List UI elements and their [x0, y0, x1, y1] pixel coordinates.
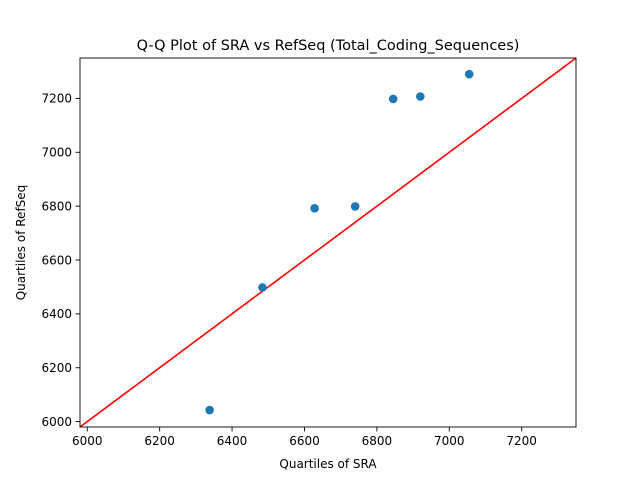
data-point-1	[205, 405, 214, 415]
y-tick-label: 7200	[41, 92, 72, 106]
x-tick-label: 6200	[144, 434, 175, 448]
data-point-5	[388, 94, 398, 104]
y-axis-label: Quartiles of RefSeq	[14, 185, 28, 301]
y-tick-label: 6800	[41, 199, 72, 213]
data-point-7	[464, 69, 474, 79]
y-tick-label: 7000	[41, 146, 72, 160]
data-point-4	[350, 202, 360, 211]
data-point-3	[310, 203, 319, 213]
chart-title: Q-Q Plot of SRA vs RefSeq (Total_Coding_…	[137, 38, 520, 54]
reference-line-layer	[80, 58, 576, 427]
y-tick-label: 6000	[41, 415, 72, 429]
x-axis-ticks: 6000 6200 6400 6600 6800 7000 7200	[72, 427, 537, 448]
data-point-2	[258, 283, 267, 292]
y-tick-label: 6600	[41, 253, 72, 267]
points-layer	[205, 69, 474, 415]
x-axis-label: Quartiles of SRA	[279, 457, 377, 471]
x-tick-label: 7000	[434, 434, 465, 448]
x-tick-label: 6000	[72, 434, 103, 448]
x-tick-label: 6600	[289, 434, 320, 448]
x-tick-label: 6800	[362, 434, 393, 448]
x-tick-label: 7200	[506, 434, 537, 448]
y-tick-label: 6200	[41, 361, 72, 375]
reference-line	[80, 58, 576, 427]
plot-frame	[79, 57, 577, 428]
y-tick-label: 6400	[41, 307, 72, 321]
y-axis-ticks: 6000 6200 6400 6600 6800 7000 7200	[41, 92, 80, 429]
x-tick-label: 6400	[217, 434, 248, 448]
data-point-6	[416, 92, 425, 101]
